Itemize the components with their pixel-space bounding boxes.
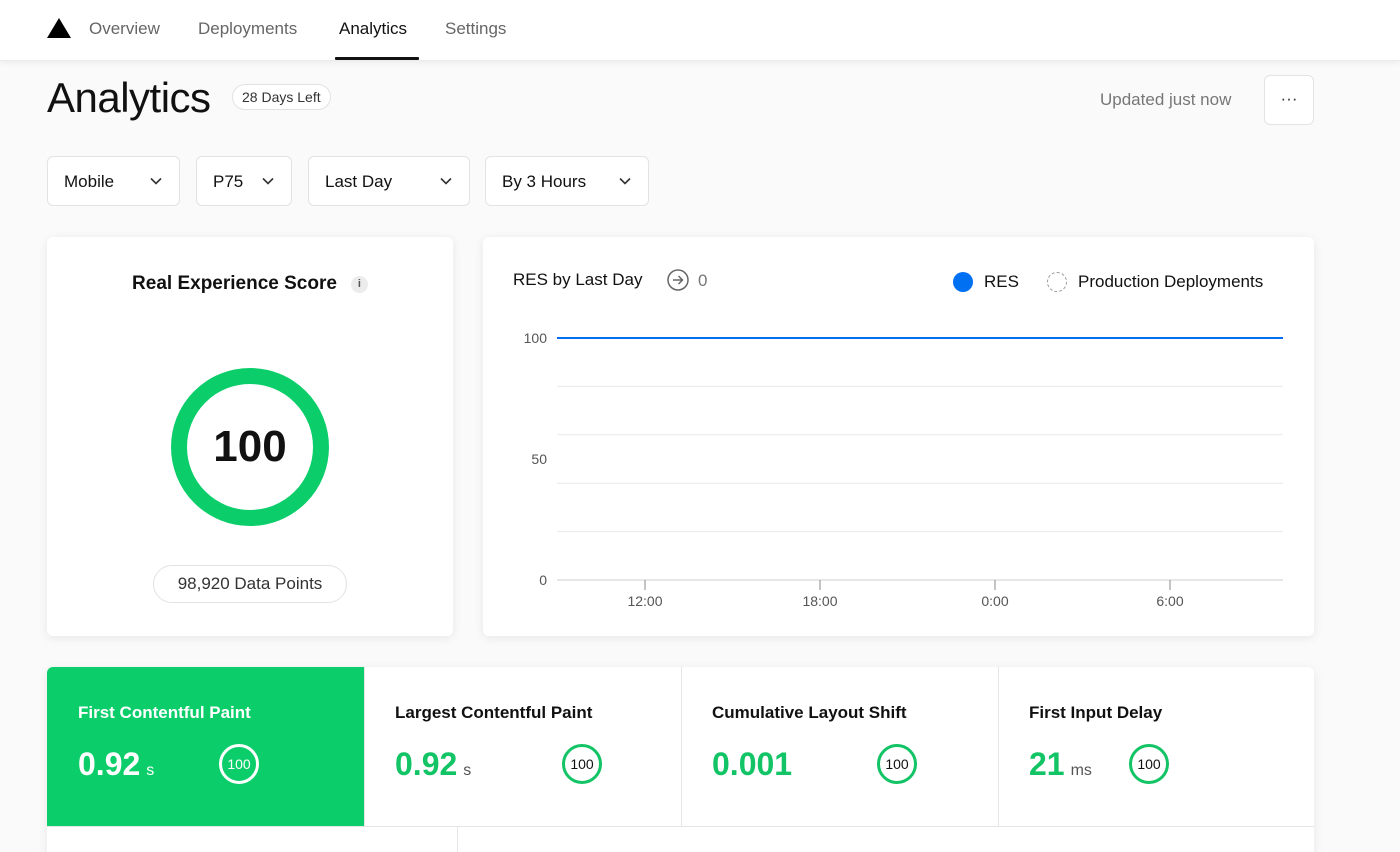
metric-lcp[interactable]: Largest Contentful Paint 0.92 s 100 — [364, 667, 681, 826]
updated-status: Updated just now — [1100, 90, 1232, 109]
metric-value: 0.92 s — [395, 746, 471, 783]
score-ring — [171, 368, 329, 526]
metric-score-ring: 100 — [562, 744, 602, 784]
metric-name: Cumulative Layout Shift — [712, 703, 907, 722]
more-options-button[interactable]: ··· — [1264, 75, 1314, 125]
tab-settings[interactable]: Settings — [445, 19, 507, 38]
metric-unit: ms — [1070, 762, 1092, 779]
device-select-value: Mobile — [64, 172, 115, 191]
page-title: Analytics — [47, 74, 211, 121]
granularity-select-value: By 3 Hours — [502, 172, 587, 191]
score-card-title-text: Real Experience Score — [132, 273, 337, 294]
data-points-badge: 98,920 Data Points — [153, 565, 347, 603]
tab-deployments[interactable]: Deployments — [198, 19, 298, 38]
x-tick-label: 18:00 — [802, 593, 837, 609]
divider — [681, 667, 682, 826]
metric-value: 21 ms — [1029, 746, 1092, 783]
active-tab-indicator — [335, 57, 419, 60]
y-tick-label: 0 — [539, 572, 547, 588]
metric-unit: s — [146, 762, 155, 779]
metric-value-number: 0.92 — [395, 746, 458, 782]
metric-name: Largest Contentful Paint — [395, 703, 593, 722]
legend-deployments-swatch — [1047, 272, 1067, 292]
metric-value-number: 21 — [1029, 746, 1065, 782]
y-tick-label: 50 — [531, 451, 547, 467]
more-icon: ··· — [1280, 89, 1298, 108]
web-vitals-panel: First Contentful Paint 0.92 s 100 Largest… — [47, 667, 1314, 852]
tab-analytics[interactable]: Analytics — [339, 19, 408, 38]
divider — [457, 826, 458, 852]
res-line-chart: 100 50 0 12:00 18:00 0:00 6:00 — [524, 330, 1283, 609]
top-navigation: Overview Deployments Analytics Settings — [0, 0, 1400, 61]
info-icon[interactable]: i — [350, 276, 368, 293]
metric-fcp[interactable]: First Contentful Paint 0.92 s 100 — [47, 667, 364, 826]
metric-cls[interactable]: Cumulative Layout Shift 0.001 100 — [681, 667, 998, 826]
granularity-select[interactable]: By 3 Hours — [485, 156, 649, 206]
res-chart-card: RES by Last Day 0 RES Production Deploym… — [483, 237, 1314, 636]
divider — [364, 667, 365, 826]
metric-score-ring: 100 — [219, 744, 259, 784]
chevron-down-icon — [619, 177, 631, 185]
legend-res-swatch — [953, 272, 973, 292]
metric-name: First Contentful Paint — [78, 703, 251, 722]
metric-score-ring: 100 — [877, 744, 917, 784]
percentile-select-value: P75 — [213, 172, 244, 191]
deployment-count: 0 — [698, 271, 708, 290]
divider — [47, 826, 1314, 827]
chevron-down-icon — [150, 177, 162, 185]
metric-unit: s — [463, 762, 472, 779]
legend-res-label: RES — [984, 272, 1019, 291]
metric-value-number: 0.001 — [712, 746, 793, 782]
x-tick-label: 0:00 — [981, 593, 1008, 609]
percentile-select[interactable]: P75 — [196, 156, 292, 206]
divider — [998, 667, 999, 826]
trial-days-badge: 28 Days Left — [232, 84, 331, 110]
chart-title: RES by Last Day — [513, 270, 643, 289]
real-experience-score-card: Real Experience Score i 100 98,920 Data P… — [47, 237, 453, 636]
x-tick-label: 12:00 — [627, 593, 662, 609]
score-card-title: Real Experience Score i — [47, 273, 453, 295]
score-value: 100 — [213, 422, 287, 471]
triangle-logo-icon[interactable] — [47, 18, 71, 38]
metric-value: 0.001 — [712, 746, 798, 783]
y-tick-label: 100 — [524, 330, 548, 346]
metric-score-ring: 100 — [1129, 744, 1169, 784]
metric-value-number: 0.92 — [78, 746, 141, 782]
arrow-right-circle-icon[interactable] — [667, 269, 689, 291]
time-range-select-value: Last Day — [325, 172, 393, 191]
metric-fid[interactable]: First Input Delay 21 ms 100 — [998, 667, 1314, 826]
time-range-select[interactable]: Last Day — [308, 156, 470, 206]
chevron-down-icon — [262, 177, 274, 185]
metric-name: First Input Delay — [1029, 703, 1163, 722]
x-tick-label: 6:00 — [1156, 593, 1183, 609]
legend-deployments-label: Production Deployments — [1078, 272, 1264, 291]
metric-value: 0.92 s — [78, 746, 154, 783]
chevron-down-icon — [440, 177, 452, 185]
tab-overview[interactable]: Overview — [89, 19, 160, 38]
device-select[interactable]: Mobile — [47, 156, 180, 206]
